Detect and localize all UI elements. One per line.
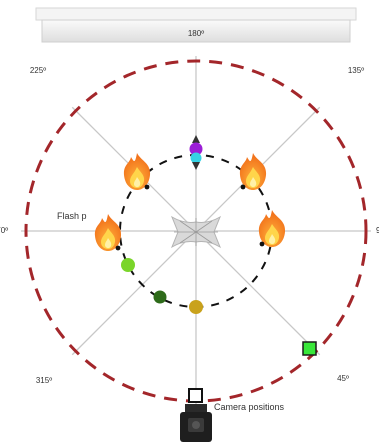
fire-icon xyxy=(239,153,267,190)
softbox-bar xyxy=(35,7,357,43)
flash-marker-dot xyxy=(259,241,265,247)
angle-label: 135º xyxy=(348,66,364,75)
angle-label: 225º xyxy=(30,66,46,75)
fire-icon xyxy=(94,214,122,251)
angle-label: 45º xyxy=(337,374,349,383)
camera-icon xyxy=(180,404,212,442)
angle-label: 315º xyxy=(36,376,52,385)
camera-marker-mustard xyxy=(189,300,203,314)
flash-marker-dot xyxy=(144,184,150,190)
bow-tie-icon xyxy=(170,215,222,249)
camera-positions-label: Camera positions xyxy=(214,402,285,412)
flash-label: Flash p xyxy=(57,211,87,221)
fire-icon xyxy=(258,210,286,247)
angle-label: 270º xyxy=(0,226,8,235)
angle-label: 180º xyxy=(188,29,204,38)
camera-marker-white xyxy=(188,388,203,403)
flash-marker-dot xyxy=(115,245,121,251)
camera-marker-top xyxy=(189,135,203,170)
flash-positions xyxy=(94,153,286,251)
camera-marker-bright-green xyxy=(302,341,317,356)
angle-labels: 180º 135º 90º 45º 315º 270º 225º xyxy=(0,29,379,385)
flash-marker-dot xyxy=(240,184,246,190)
camera-marker-dark-green xyxy=(153,290,167,304)
angle-label: 90º xyxy=(376,226,379,235)
fire-icon xyxy=(123,153,151,190)
camera-markers xyxy=(121,135,317,403)
camera-marker-light-green xyxy=(121,258,135,272)
